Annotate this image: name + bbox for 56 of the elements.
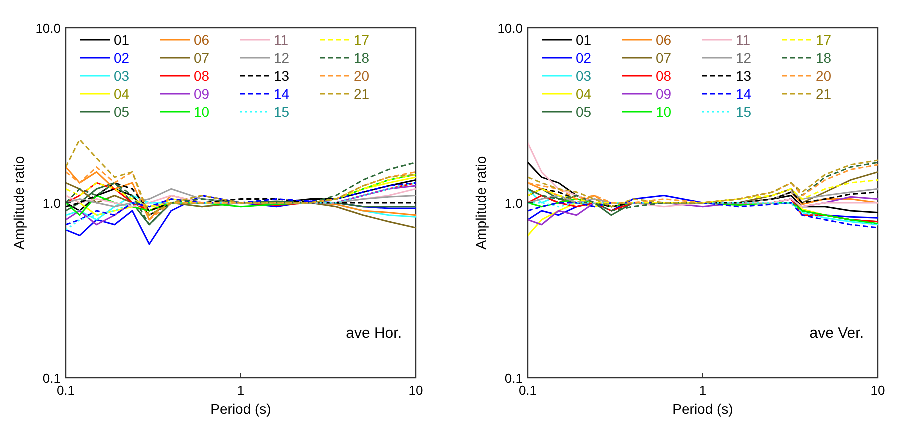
x-tick-label: 10 bbox=[408, 383, 424, 398]
legend-label: 05 bbox=[576, 104, 592, 120]
legend-label: 04 bbox=[576, 86, 592, 102]
legend-label: 10 bbox=[656, 104, 672, 120]
x-tick-label: 1 bbox=[237, 383, 245, 398]
legend-label: 20 bbox=[816, 68, 832, 84]
x-tick-label: 1 bbox=[699, 383, 707, 398]
legend-label: 13 bbox=[274, 68, 290, 84]
legend-label: 08 bbox=[656, 68, 672, 84]
y-tick-label: 10.0 bbox=[498, 21, 523, 36]
legend-label: 14 bbox=[736, 86, 752, 102]
legend-label: 06 bbox=[194, 32, 210, 48]
legend-label: 06 bbox=[656, 32, 672, 48]
x-tick-label: 0.1 bbox=[56, 383, 76, 398]
legend-label: 13 bbox=[736, 68, 752, 84]
y-tick-label: 10.0 bbox=[36, 21, 61, 36]
legend-label: 21 bbox=[816, 86, 832, 102]
legend-label: 07 bbox=[656, 50, 672, 66]
y-tick-label: 1.0 bbox=[504, 196, 523, 211]
legend-label: 08 bbox=[194, 68, 210, 84]
legend-label: 02 bbox=[576, 50, 592, 66]
legend-label: 02 bbox=[114, 50, 130, 66]
legend-label: 15 bbox=[274, 104, 290, 120]
legend-label: 20 bbox=[354, 68, 370, 84]
legend-label: 03 bbox=[576, 68, 592, 84]
legend-label: 09 bbox=[656, 86, 672, 102]
legend-label: 03 bbox=[114, 68, 130, 84]
legend-label: 01 bbox=[114, 32, 130, 48]
legend-label: 04 bbox=[114, 86, 130, 102]
y-tick-label: 0.1 bbox=[42, 371, 61, 386]
y-tick-label: 0.1 bbox=[504, 371, 523, 386]
legend-label: 07 bbox=[194, 50, 210, 66]
legend-label: 15 bbox=[736, 104, 752, 120]
y-axis-title: Amplitude ratio bbox=[473, 156, 489, 250]
legend-label: 01 bbox=[576, 32, 592, 48]
legend-label: 18 bbox=[816, 50, 832, 66]
annotation: ave Hor. bbox=[346, 325, 402, 342]
x-axis-title: Period (s) bbox=[672, 401, 734, 417]
legend-label: 10 bbox=[194, 104, 210, 120]
legend-label: 11 bbox=[736, 32, 751, 48]
legend-label: 12 bbox=[274, 50, 290, 66]
x-tick-label: 10 bbox=[870, 383, 886, 398]
y-tick-label: 1.0 bbox=[42, 196, 61, 211]
legend-label: 21 bbox=[354, 86, 370, 102]
legend-label: 05 bbox=[114, 104, 130, 120]
legend-label: 17 bbox=[354, 32, 370, 48]
legend-label: 18 bbox=[354, 50, 370, 66]
legend-label: 11 bbox=[274, 32, 289, 48]
x-tick-label: 0.1 bbox=[518, 383, 538, 398]
legend-label: 17 bbox=[816, 32, 832, 48]
legend-label: 09 bbox=[194, 86, 210, 102]
legend-label: 12 bbox=[736, 50, 752, 66]
x-axis-title: Period (s) bbox=[210, 401, 272, 417]
annotation: ave Ver. bbox=[810, 325, 864, 342]
y-axis-title: Amplitude ratio bbox=[11, 156, 27, 250]
legend-label: 14 bbox=[274, 86, 290, 102]
